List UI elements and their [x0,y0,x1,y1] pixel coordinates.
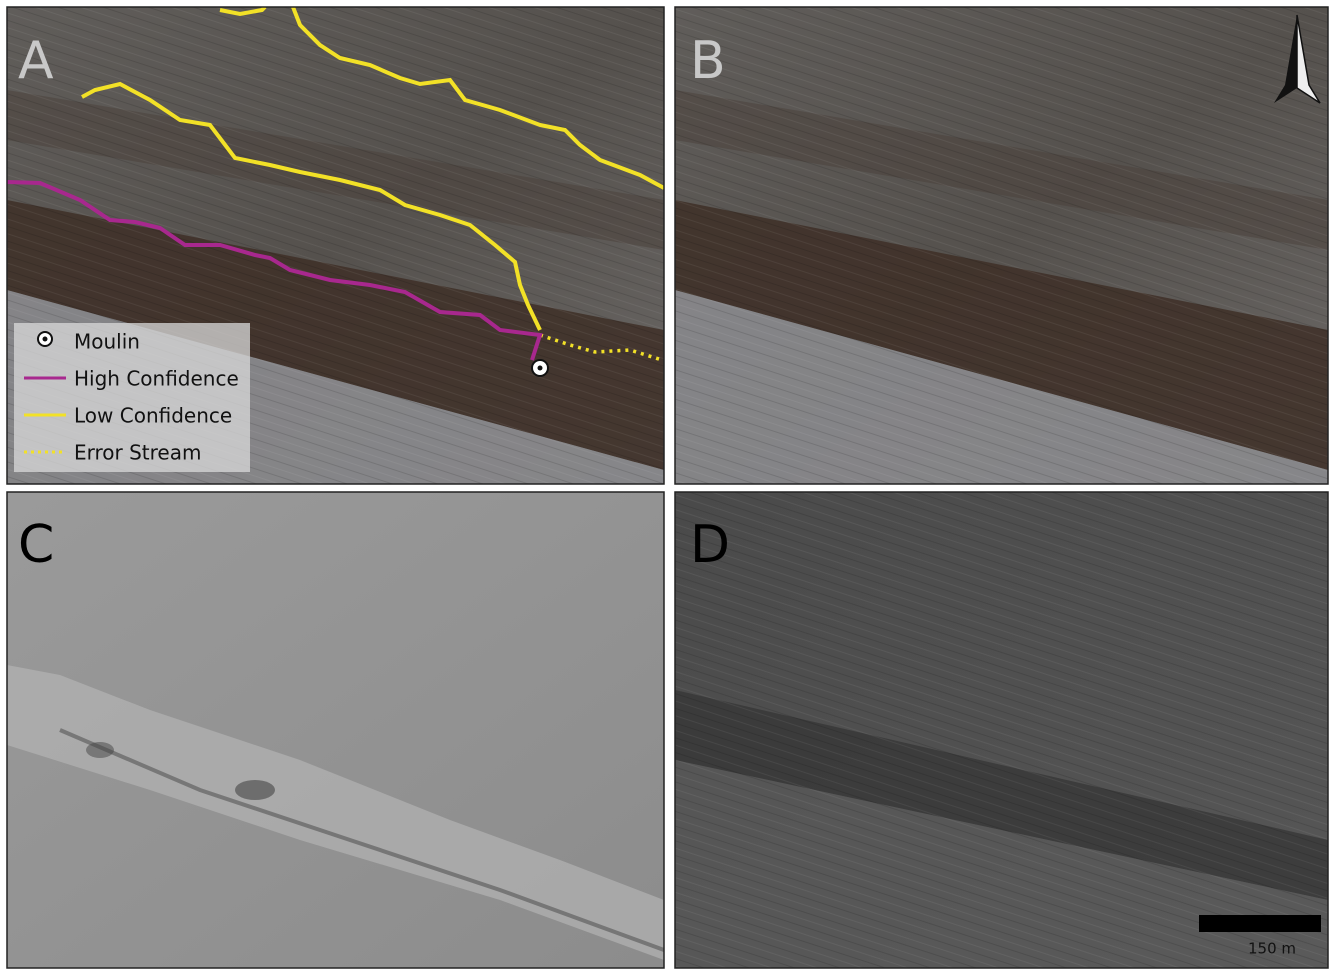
legend-label: Low Confidence [74,404,232,428]
panel-b: B [675,7,1328,484]
panel-label: D [690,515,730,575]
figure: Moulin High Confidence Low Confidence Er… [0,0,1331,969]
panel-label: B [690,31,726,91]
legend-label: Moulin [74,330,140,354]
panel-label: A [18,31,54,91]
scale-bar-label: 150 m [1248,940,1296,958]
panel-d: 150 m D [675,492,1328,968]
legend-label: High Confidence [74,367,239,391]
panel-a: Moulin High Confidence Low Confidence Er… [7,7,664,484]
panel-c: C [7,492,664,968]
legend-label: Error Stream [74,441,201,465]
panel-label: C [18,515,54,575]
